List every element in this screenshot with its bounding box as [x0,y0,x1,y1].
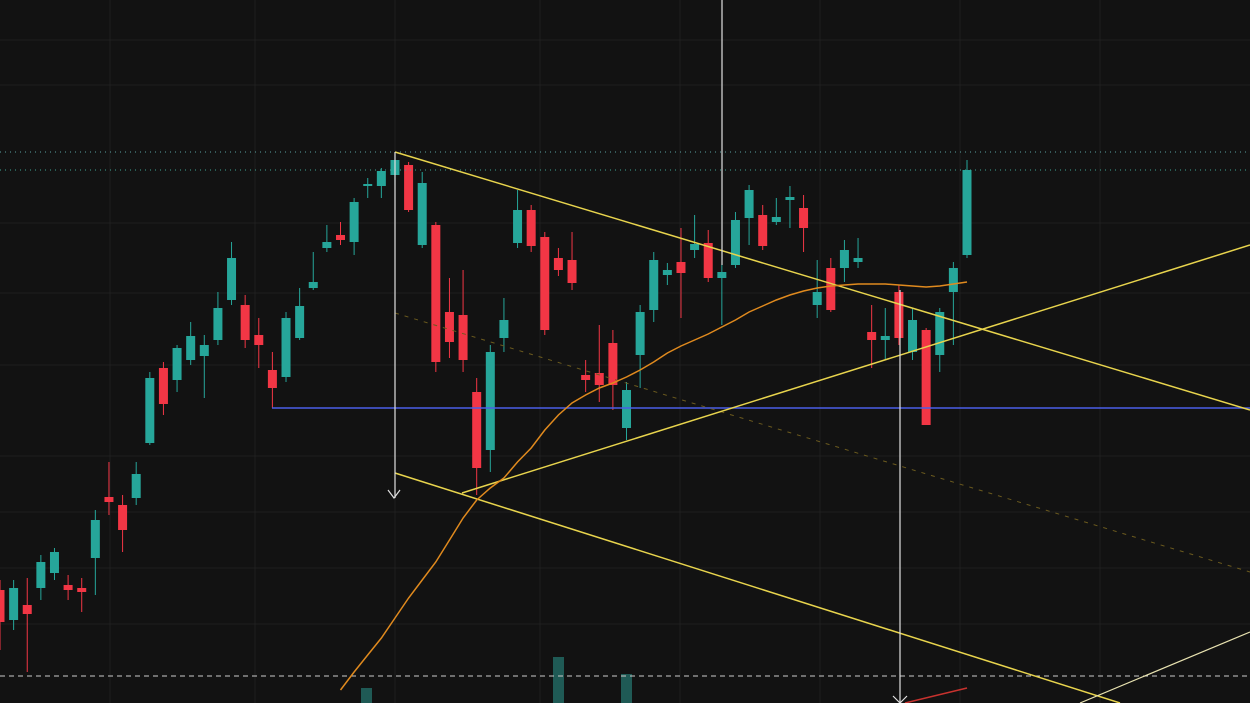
candle-body [826,268,836,310]
candle-body [444,312,454,342]
candle-body [267,370,277,388]
candle-body [458,315,468,360]
candle-body [63,585,73,590]
moving-average-line [339,281,968,691]
candle-body [717,272,727,278]
candle-body [335,235,345,240]
candle-body [703,243,713,278]
candle-body [49,552,59,573]
candle-body [839,250,849,268]
candle-body [553,258,563,270]
candle-body [513,210,523,243]
candle-body [690,244,700,250]
candle-body [472,392,482,468]
candle-body [485,352,495,450]
candle-body [131,474,141,498]
candle-body [921,330,931,425]
candle-body [662,270,672,275]
candle-body [90,520,100,558]
candle-body [172,348,182,380]
candle-body [363,184,373,186]
candle-body [935,312,945,355]
candle-body [213,308,223,340]
candle-body [649,260,659,310]
candle-body [499,320,509,338]
candle-body [104,497,114,502]
candle-body [962,170,972,255]
candle-body [227,258,237,300]
candles [0,152,972,672]
candle-body [240,305,250,340]
candle-body [431,225,441,362]
candle-body [880,336,890,340]
candle-body [635,312,645,355]
candle-body [22,605,32,614]
candle-body [417,183,427,245]
candle-body [118,505,128,530]
candle-body [676,262,686,273]
candle-body [145,378,155,443]
candle-body [77,588,87,592]
candle-body [186,336,196,360]
candle-body [540,237,550,330]
candle-body [158,368,168,404]
candle-body [799,208,809,228]
candle-body [526,210,536,246]
candle-body [308,282,318,288]
candle-body [758,215,768,246]
candle-body [908,320,918,352]
candle-body [349,202,359,242]
volume-bars [361,657,632,703]
candle-body [36,562,46,588]
candle-body [199,345,209,356]
candle-body [853,258,863,262]
candle-body [9,588,19,620]
candle-body [594,373,604,385]
candle-body [322,242,332,248]
candle-body [785,197,795,200]
candle-body [812,292,822,305]
candle-body [295,306,305,338]
candle-body [744,190,754,218]
candle-body [948,268,958,292]
candle-body [281,318,291,377]
candle-body [254,335,264,345]
candle-body [730,220,740,265]
candle-body [0,590,5,622]
candle-body [867,332,877,340]
candle-body [622,390,632,428]
candle-body [376,171,386,186]
candle-body [771,217,781,222]
candle-body [404,165,414,210]
candle-body [567,260,577,283]
candle-body [581,375,591,380]
candle-body [608,343,618,385]
candle-body [894,292,904,338]
